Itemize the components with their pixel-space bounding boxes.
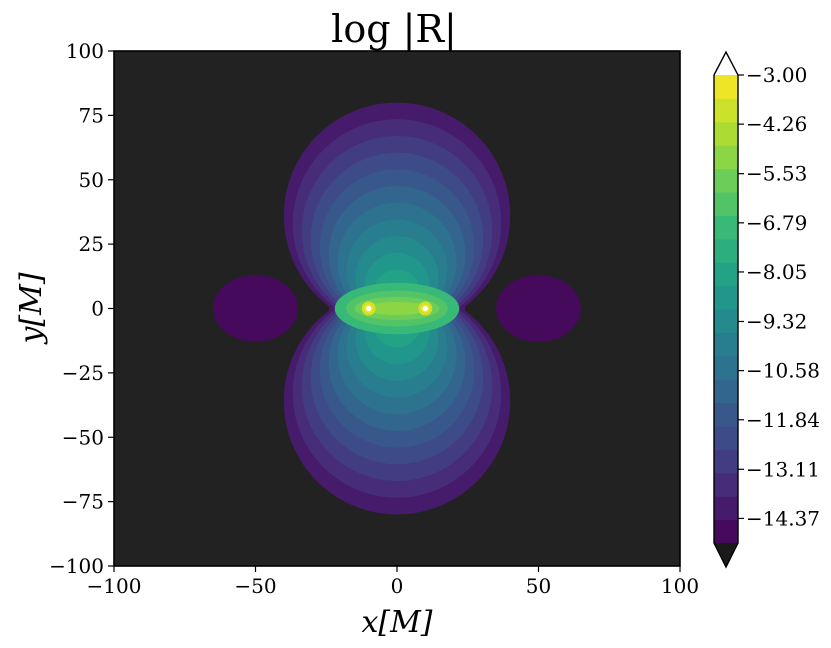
colorbar-band	[714, 355, 738, 380]
colorbar-band	[714, 402, 738, 427]
x-axis: −100 −50 0 50 100	[87, 566, 699, 598]
contour-side-lobe	[496, 275, 581, 342]
contour-side-lobe	[213, 275, 298, 342]
x-axis-label: x[M]	[361, 605, 432, 640]
colorbar-band	[714, 332, 738, 357]
colorbar-tick-label: −6.79	[746, 211, 807, 235]
colorbar-band	[714, 309, 738, 333]
y-tick-label: 75	[79, 103, 104, 127]
y-axis: 100 75 50 25 0 −25 −50 −75 −100	[49, 39, 114, 578]
y-tick-label: −75	[62, 490, 104, 514]
colorbar: −3.00 −4.26 −5.53 −6.79 −8.05 −9.32 −10.58 −11.…	[713, 50, 820, 569]
colorbar-band	[714, 519, 738, 544]
chart-title: log |R|	[331, 7, 457, 51]
colorbar-band	[714, 379, 738, 404]
colorbar-ticks: −3.00 −4.26 −5.53 −6.79 −8.05 −9.32 −10.58 −11.…	[738, 63, 820, 530]
colorbar-band	[714, 496, 738, 521]
x-tick-label: 100	[661, 574, 699, 598]
plot-area	[113, 50, 681, 567]
source-marker	[422, 305, 428, 312]
source-marker	[366, 305, 372, 312]
colorbar-tick-label: −11.84	[746, 408, 820, 432]
y-tick-label: 25	[79, 232, 104, 256]
y-tick-label: −25	[62, 361, 104, 385]
y-tick-label: 100	[66, 39, 104, 63]
x-tick-label: 50	[526, 574, 551, 598]
colorbar-outline	[713, 50, 739, 569]
source-markers	[361, 301, 433, 316]
colorbar-band	[714, 262, 738, 287]
x-tick-label: −100	[87, 574, 142, 598]
colorbar-bands	[714, 75, 738, 544]
y-axis-label: y[M]	[14, 272, 49, 345]
contour-core	[363, 302, 431, 315]
colorbar-tick-label: −10.58	[746, 359, 820, 383]
colorbar-tick-label: −8.05	[746, 260, 807, 284]
colorbar-band	[714, 449, 738, 474]
colorbar-band	[714, 472, 738, 497]
colorbar-band	[714, 238, 738, 263]
y-tick-label: −100	[49, 554, 104, 578]
colorbar-tick-label: −13.11	[746, 457, 820, 481]
colorbar-band	[714, 426, 738, 450]
colorbar-band	[714, 145, 738, 170]
colorbar-band	[714, 98, 738, 123]
colorbar-tick-label: −4.26	[746, 112, 807, 136]
y-tick-label: 50	[79, 168, 104, 192]
colorbar-extend-bottom	[714, 543, 738, 567]
colorbar-tick-label: −5.53	[746, 162, 807, 186]
contour-field	[213, 102, 581, 515]
y-tick-label: 0	[91, 297, 104, 321]
colorbar-band	[714, 168, 738, 193]
colorbar-tick-label: −3.00	[746, 63, 807, 87]
colorbar-band	[714, 121, 738, 146]
colorbar-band	[714, 215, 738, 240]
colorbar-extend-top	[714, 52, 738, 75]
x-tick-label: −50	[234, 574, 276, 598]
colorbar-tick-label: −9.32	[746, 309, 807, 333]
colorbar-band	[714, 285, 738, 310]
colorbar-band	[714, 192, 738, 216]
x-tick-label: 0	[391, 574, 404, 598]
y-tick-label: −50	[62, 425, 104, 449]
colorbar-tick-label: −14.37	[746, 506, 820, 530]
colorbar-band	[714, 75, 738, 99]
